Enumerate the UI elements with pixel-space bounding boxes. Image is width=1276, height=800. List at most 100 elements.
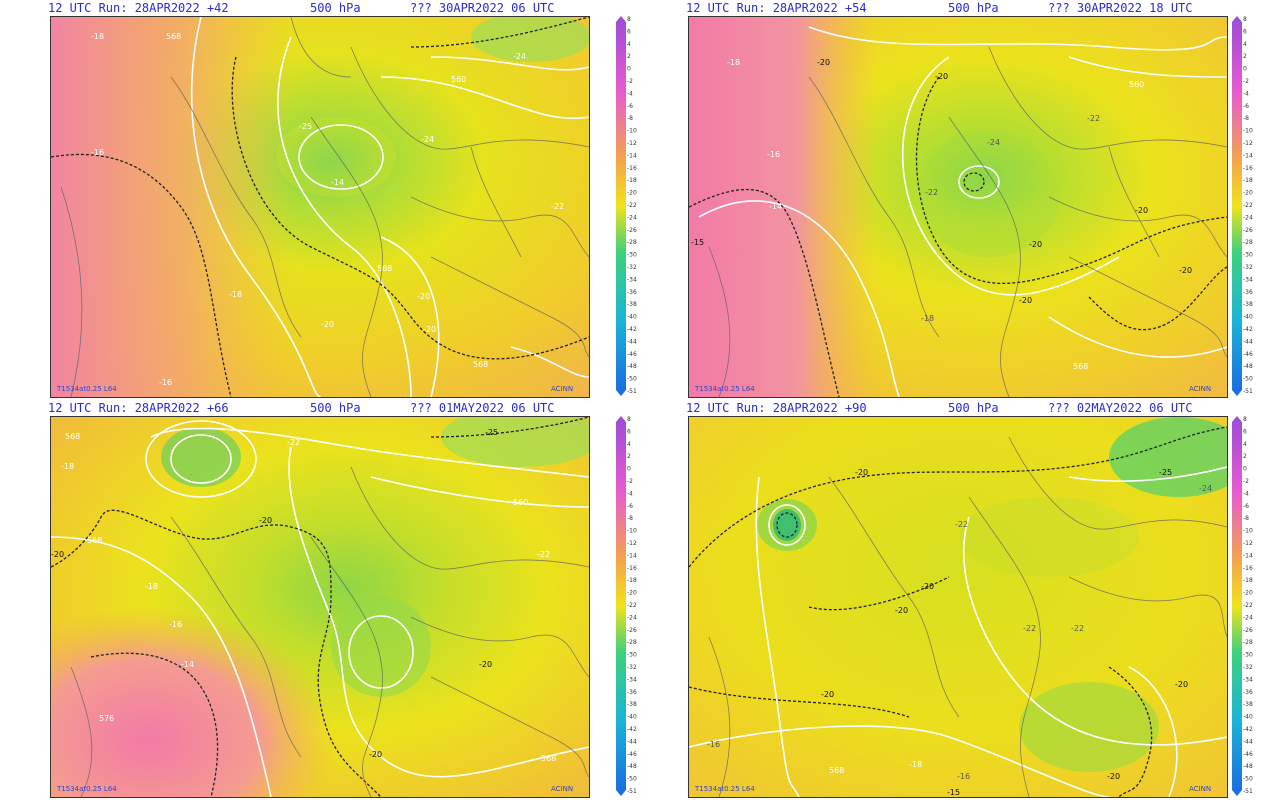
colorbar-tick-label: -16 xyxy=(1243,165,1253,172)
colorbar-tick-label: -16 xyxy=(627,165,637,172)
contour-label: -20 xyxy=(369,750,382,759)
colorbar-tick-label: 2 xyxy=(1243,453,1247,460)
panel-header: 12 UTC Run: 28APR2022 +42 500 hPa ??? 30… xyxy=(0,0,638,16)
colorbar-tick-label: -30 xyxy=(627,252,637,259)
colorbar-tick-label: -24 xyxy=(1243,614,1253,621)
colorbar-tick-label: -46 xyxy=(1243,751,1253,758)
colorbar-tick-label: -42 xyxy=(627,726,637,733)
panel-header: 12 UTC Run: 28APR2022 +66 500 hPa ??? 01… xyxy=(0,400,638,416)
contour-label: -16 xyxy=(169,620,182,629)
contour-label: -18 xyxy=(229,290,242,299)
colorbar-tick-label: -18 xyxy=(1243,177,1253,184)
colorbar-tick-label: -2 xyxy=(627,478,633,485)
colorbar-tick-label: -12 xyxy=(1243,140,1253,147)
colorbar-tick-label: 4 xyxy=(627,441,631,448)
colorbar-tick-label: -36 xyxy=(627,289,637,296)
contour-label: 568 xyxy=(377,264,392,273)
contour-label: -22 xyxy=(1071,624,1084,633)
temperature-isotherms xyxy=(51,17,589,397)
level-label: 500 hPa xyxy=(310,1,361,15)
colorbar-tick-label: -36 xyxy=(627,689,637,696)
contour-label: -20 xyxy=(895,606,908,615)
colorbar-tick-label: -16 xyxy=(1243,565,1253,572)
colorbar-tick-label: -44 xyxy=(627,738,637,745)
geopotential-contours xyxy=(51,420,589,797)
colorbar-tick-label: -26 xyxy=(1243,227,1253,234)
country-borders xyxy=(60,17,589,397)
colorbar-tick-label: -30 xyxy=(627,652,637,659)
colorbar-tick-label: -32 xyxy=(1243,264,1253,271)
colorbar-tick-label: -38 xyxy=(627,301,637,308)
colorbar-tick-label: -14 xyxy=(627,552,637,559)
run-label: 12 UTC Run: 28APR2022 +66 xyxy=(48,401,229,415)
colorbar-ticks: 8 6 4 2 0 -2 -4 -6 -8 -10 -12 -14 -16 -18 -20 -22 -24 -26… xyxy=(1243,16,1253,395)
colorbar-tick-label: -36 xyxy=(1243,289,1253,296)
color-scale-bar xyxy=(616,416,626,796)
model-source: T1534at0.25 L64 xyxy=(695,385,755,393)
contour-label: 560 xyxy=(451,75,466,84)
colorbar-tick-label: -46 xyxy=(627,351,637,358)
panel-header: 12 UTC Run: 28APR2022 +90 500 hPa ??? 02… xyxy=(638,400,1276,416)
colorbar-tick-label: -22 xyxy=(1243,202,1253,209)
panel-header: 12 UTC Run: 28APR2022 +54 500 hPa ??? 30… xyxy=(638,0,1276,16)
contour-label: -15 xyxy=(947,788,960,797)
contour-label: -20 xyxy=(259,516,272,525)
colorbar-tick-label: -12 xyxy=(1243,540,1253,547)
contour-label: -25 xyxy=(299,122,312,131)
contour-label: -22 xyxy=(1023,624,1036,633)
valid-time-label: ??? 01MAY2022 06 UTC xyxy=(410,401,555,415)
colorbar-tick-label: -50 xyxy=(627,776,637,783)
valid-time-label: ??? 02MAY2022 06 UTC xyxy=(1048,401,1193,415)
forecast-map: 568 -18 -22 -25 -20 560 -20 568 -18 -16 … xyxy=(50,416,590,798)
contour-label: -20 xyxy=(1107,772,1120,781)
colorbar-tick-label: -20 xyxy=(627,190,637,197)
colorbar-tick-label: -24 xyxy=(627,214,637,221)
colorbar-tick-label: -38 xyxy=(1243,701,1253,708)
colorbar-tick-label: -28 xyxy=(627,639,637,646)
country-borders xyxy=(708,46,1227,397)
colorbar-tick-label: -26 xyxy=(627,627,637,634)
contour-label: -18 xyxy=(921,314,934,323)
colorbar-tick-label: 8 xyxy=(627,16,631,23)
color-scale-bar xyxy=(616,16,626,396)
contour-label: -20 xyxy=(51,550,64,559)
colorbar-tick-label: -28 xyxy=(1243,639,1253,646)
contour-label: -24 xyxy=(1199,484,1212,493)
colorbar-tick-label: -34 xyxy=(1243,276,1253,283)
contour-label: -18 xyxy=(61,462,74,471)
contour-label: 568 xyxy=(87,536,102,545)
temperature-isotherms xyxy=(51,417,589,797)
contour-label: -24 xyxy=(987,138,1000,147)
contour-label: -16 xyxy=(767,150,780,159)
model-source: T1534at0.25 L64 xyxy=(57,785,117,793)
contour-label: -20 xyxy=(1175,680,1188,689)
contour-label: -22 xyxy=(1087,114,1100,123)
forecast-map: -20 -25 -24 -22 -20 -20 -22 -20 -20 -22 … xyxy=(688,416,1228,798)
contour-label: -22 xyxy=(551,202,564,211)
colorbar-tick-label: -38 xyxy=(1243,301,1253,308)
colorbar-tick-label: -28 xyxy=(1243,239,1253,246)
colorbar-tick-label: -10 xyxy=(1243,128,1253,135)
contour-label: 568 xyxy=(829,766,844,775)
colorbar-tick-label: 2 xyxy=(627,53,631,60)
colorbar-tick-label: -32 xyxy=(1243,664,1253,671)
level-label: 500 hPa xyxy=(948,1,999,15)
colorbar-tick-label: -44 xyxy=(1243,338,1253,345)
contour-label: -16 xyxy=(159,378,172,387)
colorbar-tick-label: 6 xyxy=(627,428,631,435)
contour-label: -25 xyxy=(1159,468,1172,477)
colorbar-tick-label: -18 xyxy=(1243,577,1253,584)
contour-label: -15 xyxy=(691,238,704,247)
contour-label: -16 xyxy=(957,772,970,781)
contour-label: -18 xyxy=(909,760,922,769)
contour-label: 560 xyxy=(1129,80,1144,89)
colorbar-tick-label: -24 xyxy=(627,614,637,621)
colorbar-tick-label: -8 xyxy=(1243,515,1249,522)
colorbar-tick-label: -4 xyxy=(627,490,633,497)
colorbar-tick-label: 2 xyxy=(1243,53,1247,60)
colorbar-tick-label: -22 xyxy=(627,602,637,609)
colorbar-tick-label: -42 xyxy=(1243,326,1253,333)
colorbar-tick-label: -48 xyxy=(627,363,637,370)
country-borders xyxy=(70,466,589,797)
colorbar-tick-label: -51 xyxy=(627,788,637,795)
